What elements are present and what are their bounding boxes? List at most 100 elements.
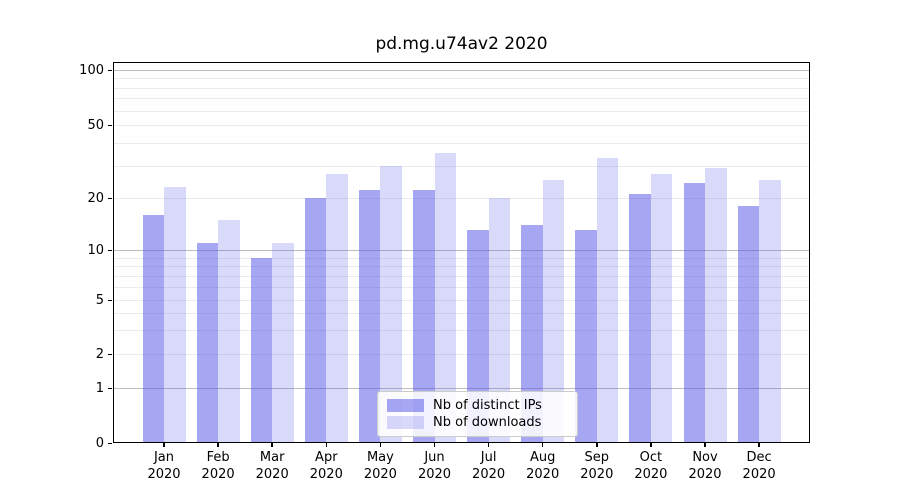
gridline-y-8: [114, 266, 809, 268]
x-tick-year: 2020: [580, 466, 614, 482]
x-tick-mark-sep: [596, 443, 598, 447]
gridline-y-100: [114, 70, 809, 71]
gridline-y-9: [114, 257, 809, 259]
x-tick-mark-dec: [758, 443, 760, 447]
x-tick-label-feb: Feb 2020: [186, 450, 250, 483]
bar-distinct-ips-feb: [196, 242, 219, 443]
y-tick-label-0: 0: [95, 436, 104, 451]
gridline-y-50: [114, 125, 809, 126]
x-tick-label-oct: Oct 2020: [619, 450, 683, 483]
x-tick-month: Dec: [746, 450, 772, 465]
x-tick-year: 2020: [742, 466, 776, 482]
x-tick-year: 2020: [526, 466, 560, 482]
legend-item-distinct-ips: Nb of distinct IPs: [387, 398, 568, 413]
x-tick-label-jun: Jun 2020: [403, 450, 467, 483]
x-tick-label-nov: Nov 2020: [673, 450, 737, 483]
x-tick-label-dec: Dec 2020: [727, 450, 791, 483]
x-tick-month: Sep: [584, 450, 610, 465]
bar-distinct-ips-sep: [575, 230, 597, 443]
gridline-y-10: [114, 250, 809, 251]
x-tick-year: 2020: [255, 466, 289, 482]
y-tick-mark-2: [108, 353, 112, 355]
gridline-y-2: [114, 354, 809, 355]
gridline-y-5: [114, 300, 809, 301]
bar-downloads-mar: [272, 242, 294, 443]
x-tick-label-jul: Jul 2020: [457, 450, 521, 483]
x-tick-year: 2020: [634, 466, 668, 482]
gridline-y-80: [114, 87, 809, 89]
x-tick-label-jan: Jan 2020: [132, 450, 196, 483]
x-tick-label-mar: Mar 2020: [240, 450, 304, 483]
bar-distinct-ips-jun: [413, 190, 435, 443]
bar-downloads-nov: [705, 168, 727, 443]
legend: Nb of distinct IPs Nb of downloads: [377, 391, 578, 437]
x-tick-label-apr: Apr 2020: [294, 450, 358, 483]
x-tick-month: Feb: [206, 450, 230, 465]
bar-distinct-ips-nov: [683, 183, 705, 443]
bar-distinct-ips-apr: [304, 198, 327, 443]
gridline-y-40: [114, 142, 809, 144]
gridline-y-3: [114, 330, 809, 332]
gridline-y-60: [114, 110, 809, 112]
y-tick-label-50: 50: [87, 118, 104, 133]
y-tick-label-2: 2: [95, 347, 104, 362]
bar-downloads-oct: [650, 174, 673, 443]
x-tick-mark-jul: [487, 443, 490, 447]
x-tick-year: 2020: [363, 466, 397, 482]
x-tick-month: Nov: [692, 450, 718, 465]
legend-swatch-distinct-ips: [387, 399, 424, 412]
y-tick-mark-10: [108, 249, 112, 251]
gridline-y-90: [114, 78, 809, 80]
x-tick-year: 2020: [417, 466, 452, 482]
x-tick-mark-apr: [325, 443, 328, 447]
x-tick-mark-nov: [704, 443, 706, 447]
legend-swatch-downloads: [387, 416, 424, 429]
bar-distinct-ips-aug: [521, 224, 543, 443]
bar-distinct-ips-jan: [142, 214, 164, 443]
x-tick-mark-mar: [271, 443, 273, 447]
x-tick-mark-jan: [163, 443, 165, 447]
x-tick-month: Jul: [480, 450, 497, 465]
y-tick-label-5: 5: [95, 293, 104, 308]
bar-downloads-jan: [164, 186, 186, 443]
y-tick-mark-20: [108, 197, 112, 199]
bar-distinct-ips-dec: [737, 205, 760, 443]
y-tick-label-20: 20: [87, 191, 104, 206]
y-tick-mark-5: [108, 299, 112, 301]
bar-downloads-jun: [434, 153, 456, 443]
bar-distinct-ips-jul: [467, 230, 489, 443]
x-tick-mark-may: [379, 443, 382, 447]
bar-downloads-sep: [596, 158, 619, 443]
y-tick-mark-1: [108, 387, 112, 389]
x-tick-year: 2020: [309, 466, 343, 482]
x-tick-month: Apr: [315, 450, 338, 465]
y-tick-label-1: 1: [95, 381, 104, 396]
y-tick-mark-50: [108, 124, 112, 126]
bar-downloads-dec: [759, 180, 781, 443]
y-tick-label-100: 100: [79, 63, 104, 78]
gridline-y-20: [114, 198, 809, 199]
x-tick-mark-jun: [433, 443, 436, 447]
bar-downloads-feb: [218, 219, 240, 443]
bar-distinct-ips-may: [358, 190, 381, 443]
x-tick-month: Jan: [153, 450, 175, 465]
x-tick-month: May: [366, 450, 394, 465]
x-tick-month: Jun: [424, 450, 445, 465]
gridline-y-30: [114, 165, 809, 167]
x-tick-year: 2020: [147, 466, 181, 482]
x-tick-year: 2020: [688, 466, 722, 482]
x-tick-month: Mar: [259, 450, 285, 465]
bar-downloads-apr: [326, 174, 348, 443]
chart-title: pd.mg.u74av2 2020: [375, 34, 548, 54]
x-tick-label-may: May 2020: [348, 450, 412, 483]
bar-distinct-ips-oct: [629, 194, 651, 443]
bar-downloads-jul: [488, 198, 511, 443]
x-tick-mark-aug: [541, 443, 544, 447]
y-tick-mark-0: [108, 442, 112, 444]
x-tick-year: 2020: [472, 466, 506, 482]
x-tick-month: Aug: [529, 450, 556, 465]
legend-item-downloads: Nb of downloads: [387, 415, 568, 430]
bar-distinct-ips-mar: [250, 257, 273, 443]
x-tick-year: 2020: [201, 466, 235, 482]
